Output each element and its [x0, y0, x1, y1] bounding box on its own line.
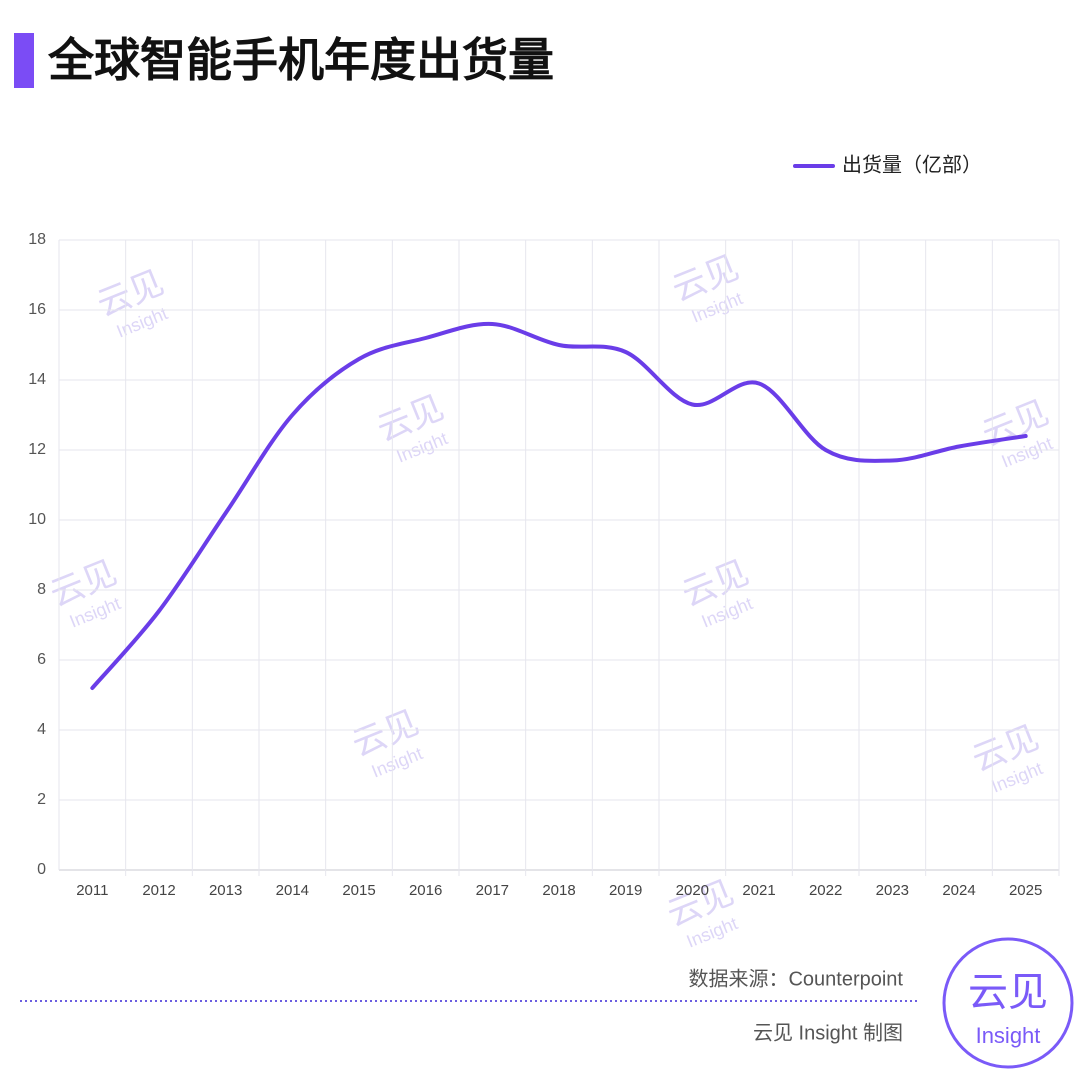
credit: 云见 Insight 制图 — [753, 1021, 903, 1044]
x-tick-label: 2021 — [742, 882, 775, 899]
logo-brand: 云见 — [968, 971, 1048, 1015]
x-tick-label: 2020 — [676, 882, 709, 899]
x-tick-label: 2017 — [476, 882, 509, 899]
x-tick-label: 2022 — [809, 882, 842, 899]
y-tick-label: 16 — [28, 301, 46, 318]
y-tick-label: 4 — [37, 721, 46, 738]
plot: 0 2 4 6 8 10 12 14 16 18 2011 2012 2013 2014 2015 2016 2… — [28, 231, 1060, 899]
y-tick-label: 10 — [28, 511, 46, 528]
y-tick-label: 8 — [37, 581, 46, 598]
x-tick-label: 2023 — [876, 882, 909, 899]
x-tick-label: 2012 — [142, 882, 175, 899]
x-tick-label: 2016 — [409, 882, 442, 899]
y-tick-label: 12 — [28, 441, 46, 458]
x-tick-label: 2018 — [542, 882, 575, 899]
x-tick-label: 2013 — [209, 882, 242, 899]
source: 数据来源：Counterpoint — [688, 967, 903, 990]
x-tick-label: 2025 — [1009, 882, 1042, 899]
x-tick-label: 2014 — [276, 882, 309, 899]
legend-label: 出货量（亿部） — [842, 153, 982, 176]
chart-title: 全球智能手机年度出货量 — [47, 34, 554, 86]
y-tick-label: 14 — [28, 371, 46, 388]
y-tick-label: 0 — [37, 861, 46, 878]
x-tick-label: 2015 — [342, 882, 375, 899]
title-bar — [14, 33, 34, 88]
y-tick-label: 18 — [28, 231, 46, 248]
x-tick-label: 2011 — [76, 882, 108, 899]
series-line — [90, 321, 1028, 690]
y-tick-label: 2 — [37, 791, 46, 808]
x-tick-label: 2019 — [609, 882, 642, 899]
logo-sub: Insight — [976, 1023, 1041, 1048]
y-tick-label: 6 — [37, 651, 46, 668]
x-tick-label: 2024 — [942, 882, 975, 899]
logo-circle — [942, 937, 1074, 1069]
